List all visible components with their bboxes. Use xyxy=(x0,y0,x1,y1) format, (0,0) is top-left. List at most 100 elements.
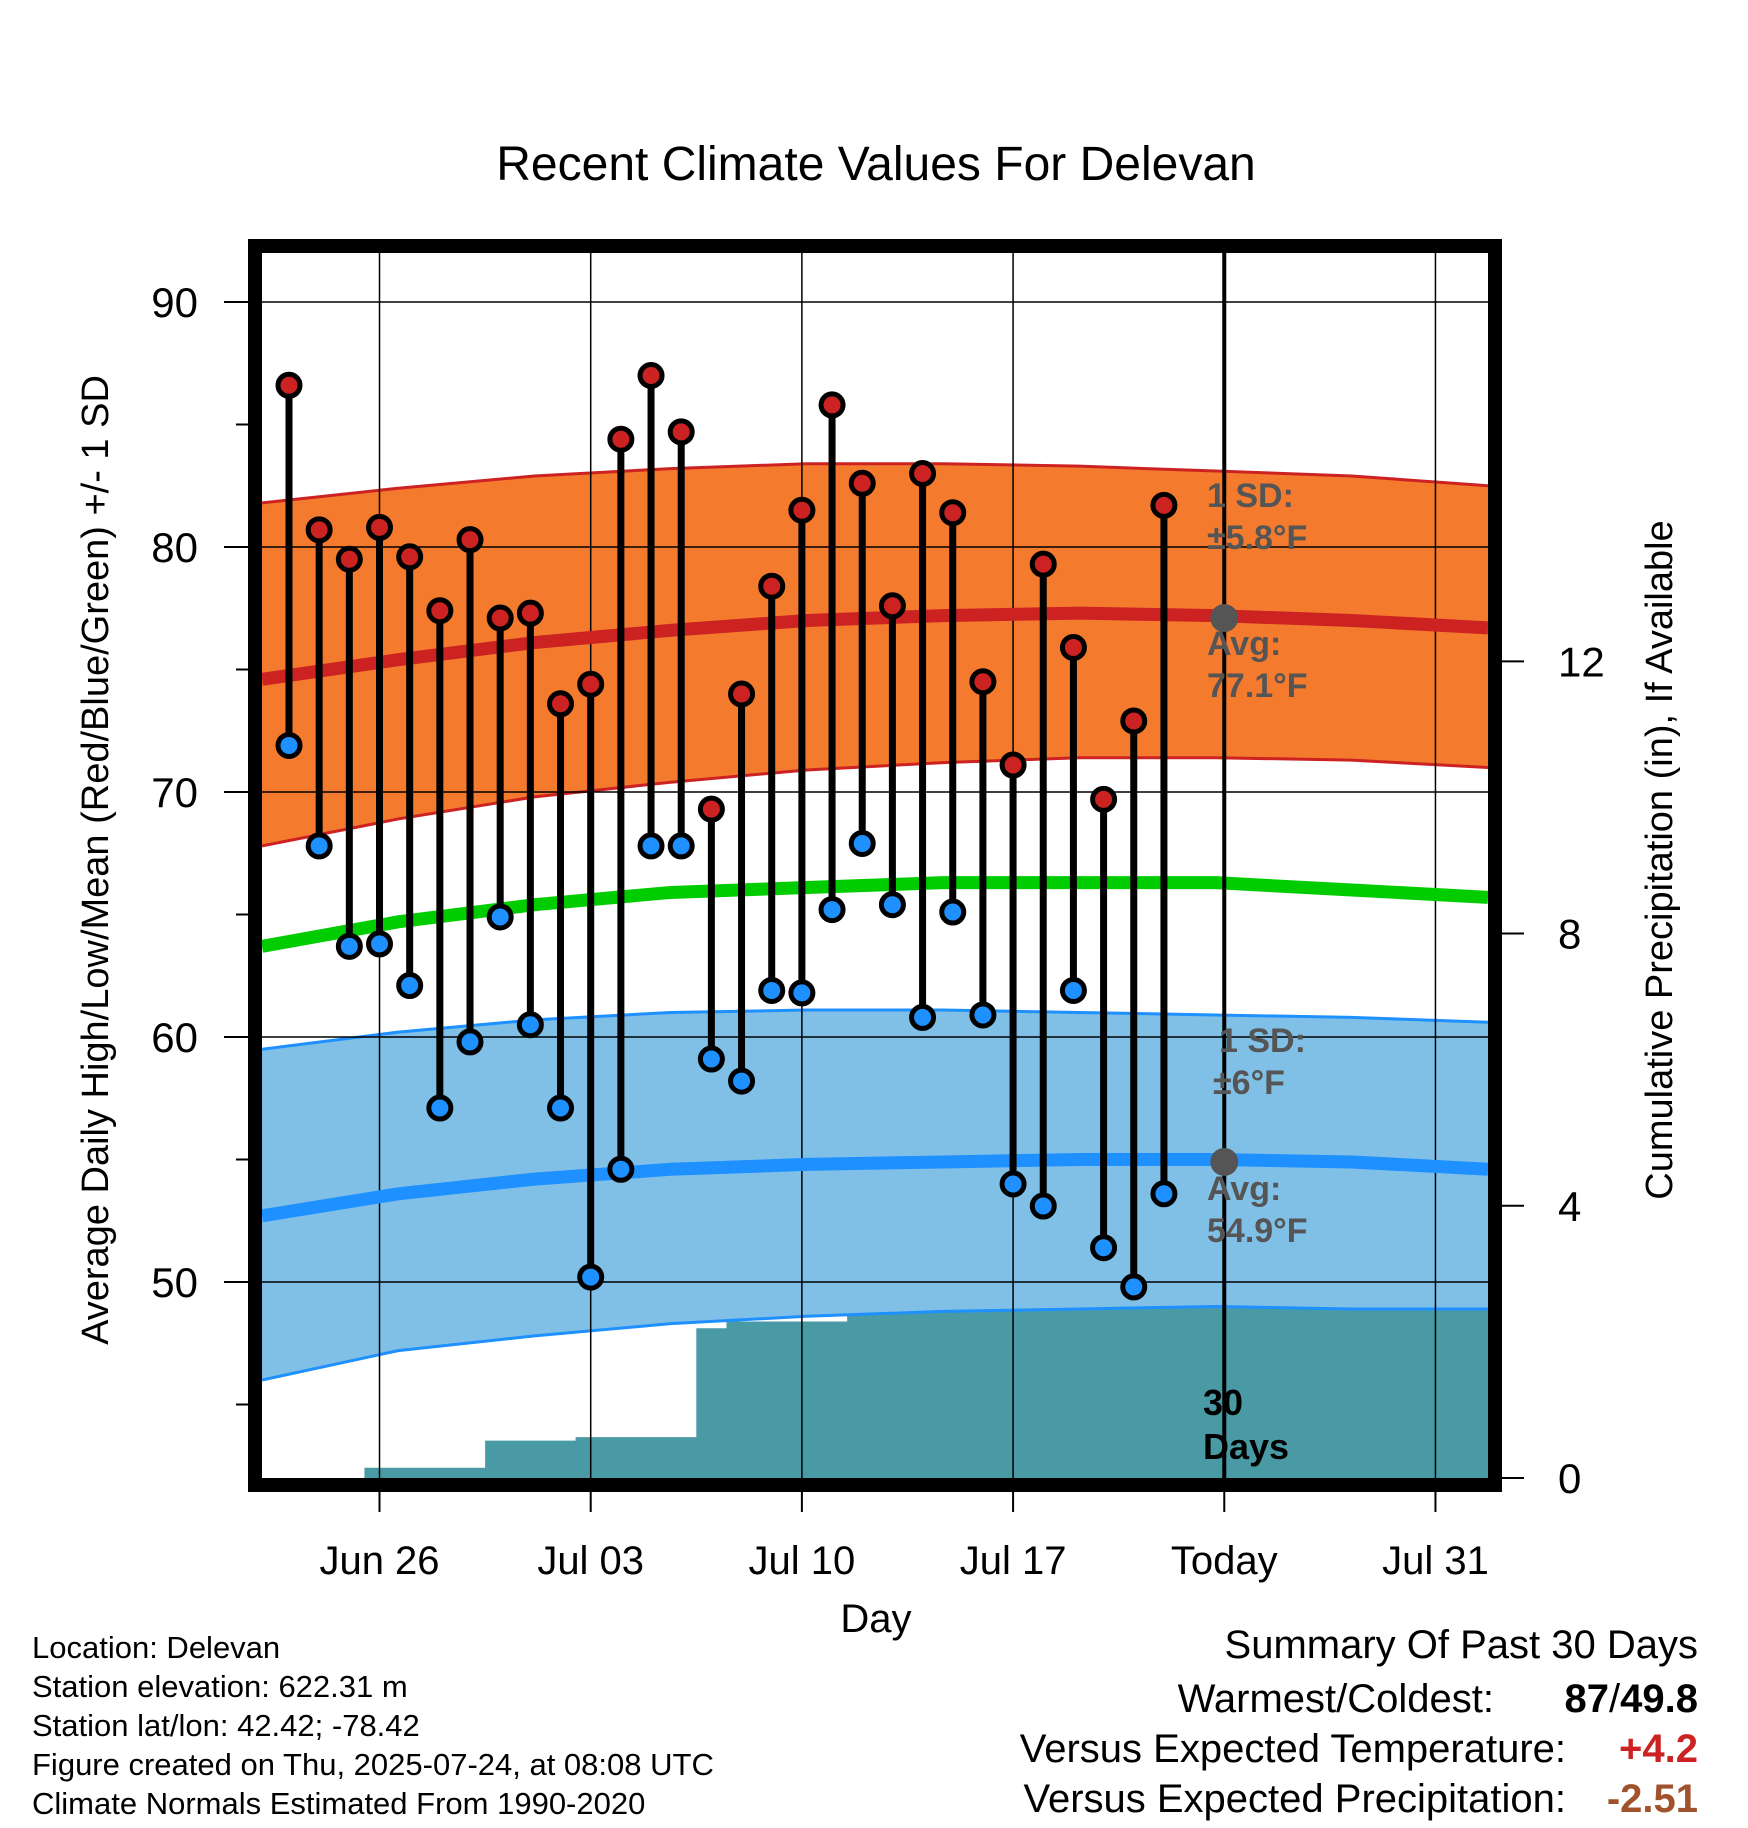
daily-high-point xyxy=(878,592,906,620)
daily-low-point xyxy=(697,1045,725,1073)
daily-high-point xyxy=(999,751,1027,779)
summary-warm-label: Warmest/Coldest: xyxy=(1178,1677,1494,1721)
daily-high-point xyxy=(848,469,876,497)
x-axis-label: Day xyxy=(840,1597,911,1641)
daily-low-point xyxy=(456,1028,484,1056)
daily-low-point xyxy=(909,1003,937,1031)
summary-box: Summary Of Past 30 Days Warmest/Coldest:… xyxy=(1020,1623,1698,1821)
plot-area: 1 SD: ±5.8°F Avg: 77.1°F 1 SD: ±6°F Avg: 54.9°F… xyxy=(151,239,1605,1583)
daily-low-point xyxy=(486,903,514,931)
plot-interior xyxy=(262,253,1488,1478)
daily-low-point xyxy=(516,1011,544,1039)
low-sd-band-lower-edge xyxy=(262,1304,1488,1382)
daily-high-point xyxy=(396,543,424,571)
precip-area xyxy=(262,1267,1488,1478)
y2-tick-label: 8 xyxy=(1558,911,1581,958)
daily-low-point xyxy=(607,1155,635,1183)
x-tick-label: Jun 26 xyxy=(319,1539,439,1583)
daily-low-point xyxy=(1059,976,1087,1004)
daily-low-point xyxy=(999,1170,1027,1198)
daily-high-point xyxy=(697,795,725,823)
daily-high-point xyxy=(1150,491,1178,519)
daily-low-point xyxy=(667,832,695,860)
daily-low-point xyxy=(305,832,333,860)
summary-temp-value: +4.2 xyxy=(1619,1727,1698,1771)
footer-location: Location: Delevan xyxy=(32,1630,280,1665)
daily-low-point xyxy=(1120,1273,1148,1301)
daily-low-point xyxy=(818,896,846,924)
y-tick-label: 50 xyxy=(151,1259,198,1306)
chart-title: Recent Climate Values For Delevan xyxy=(496,138,1255,191)
footer-info: Location: Delevan Station elevation: 622… xyxy=(32,1630,714,1821)
daily-high-point xyxy=(426,597,454,625)
normal-high-line xyxy=(262,606,1488,686)
daily-high-point xyxy=(1059,633,1087,661)
x-tick-label: Today xyxy=(1171,1539,1278,1583)
daily-low-point xyxy=(758,976,786,1004)
daily-high-point xyxy=(366,513,394,541)
y-tick-label: 80 xyxy=(151,524,198,571)
daily-high-point xyxy=(939,499,967,527)
high-avg-label: Avg: xyxy=(1207,625,1281,663)
x-tick-label: Jul 31 xyxy=(1382,1539,1489,1583)
daily-stems xyxy=(275,362,1178,1301)
daily-low-point xyxy=(788,979,816,1007)
high-sd-band-upper-edge xyxy=(262,462,1488,505)
daily-high-point xyxy=(335,545,363,573)
daily-high-point xyxy=(637,362,665,389)
footer-latlon: Station lat/lon: 42.42; -78.42 xyxy=(32,1708,420,1743)
daily-low-point xyxy=(335,932,363,960)
high-sd-label: 1 SD: xyxy=(1207,477,1294,515)
daily-high-point xyxy=(486,604,514,632)
daily-low-point xyxy=(426,1094,454,1122)
high-sd-band-lower-edge xyxy=(262,756,1488,848)
x-tick-label: Jul 10 xyxy=(749,1539,856,1583)
daily-low-point xyxy=(1150,1180,1178,1208)
daily-high-point xyxy=(547,690,575,718)
daily-low-point xyxy=(969,1001,997,1029)
low-sd-value: ±6°F xyxy=(1213,1064,1285,1102)
summary-temp-label: Versus Expected Temperature: xyxy=(1020,1727,1566,1771)
daily-high-point xyxy=(1090,785,1118,813)
y2-axis-label: Cumulative Precipitation (in), If Availa… xyxy=(1639,520,1681,1199)
y-tick-label: 60 xyxy=(151,1014,198,1061)
normal-low-line xyxy=(262,1153,1488,1223)
daily-low-point xyxy=(396,972,424,1000)
daily-high-point xyxy=(818,391,846,419)
daily-low-point xyxy=(637,832,665,860)
x-tick-label: Jul 03 xyxy=(537,1539,644,1583)
daily-high-point xyxy=(758,572,786,600)
y2-tick-label: 12 xyxy=(1558,638,1605,685)
daily-low-point xyxy=(275,731,303,759)
today-high-avg-marker xyxy=(1210,604,1239,633)
daily-low-point xyxy=(728,1067,756,1095)
daily-low-point xyxy=(366,930,394,958)
plot-frame xyxy=(248,239,1502,1492)
summary-precip-value: -2.51 xyxy=(1607,1777,1698,1821)
daily-high-point xyxy=(788,496,816,524)
daily-high-point xyxy=(305,516,333,544)
daily-low-point xyxy=(1090,1234,1118,1262)
summary-slash: / xyxy=(1609,1677,1621,1721)
footer-created: Figure created on Thu, 2025-07-24, at 08… xyxy=(32,1747,714,1782)
daily-low-point xyxy=(878,891,906,919)
daily-high-point xyxy=(275,371,303,399)
footer-elevation: Station elevation: 622.31 m xyxy=(32,1669,408,1704)
normal-mean-line xyxy=(262,876,1488,953)
today-low-avg-marker xyxy=(1210,1147,1239,1176)
daily-low-point xyxy=(848,829,876,857)
daily-high-point xyxy=(607,425,635,453)
daily-high-point xyxy=(667,418,695,446)
daily-low-point xyxy=(577,1263,605,1291)
y-tick-label: 70 xyxy=(151,769,198,816)
daily-high-point xyxy=(577,670,605,698)
daily-low-point xyxy=(1029,1192,1057,1220)
window-label-days: Days xyxy=(1203,1426,1289,1467)
low-avg-value: 54.9°F xyxy=(1207,1212,1308,1250)
high-sd-band xyxy=(262,463,1488,846)
y2-tick-label: 0 xyxy=(1558,1455,1581,1502)
y-axis-label: Average Daily High/Low/Mean (Red/Blue/Gr… xyxy=(75,375,117,1345)
daily-low-point xyxy=(547,1094,575,1122)
daily-high-point xyxy=(456,526,484,554)
